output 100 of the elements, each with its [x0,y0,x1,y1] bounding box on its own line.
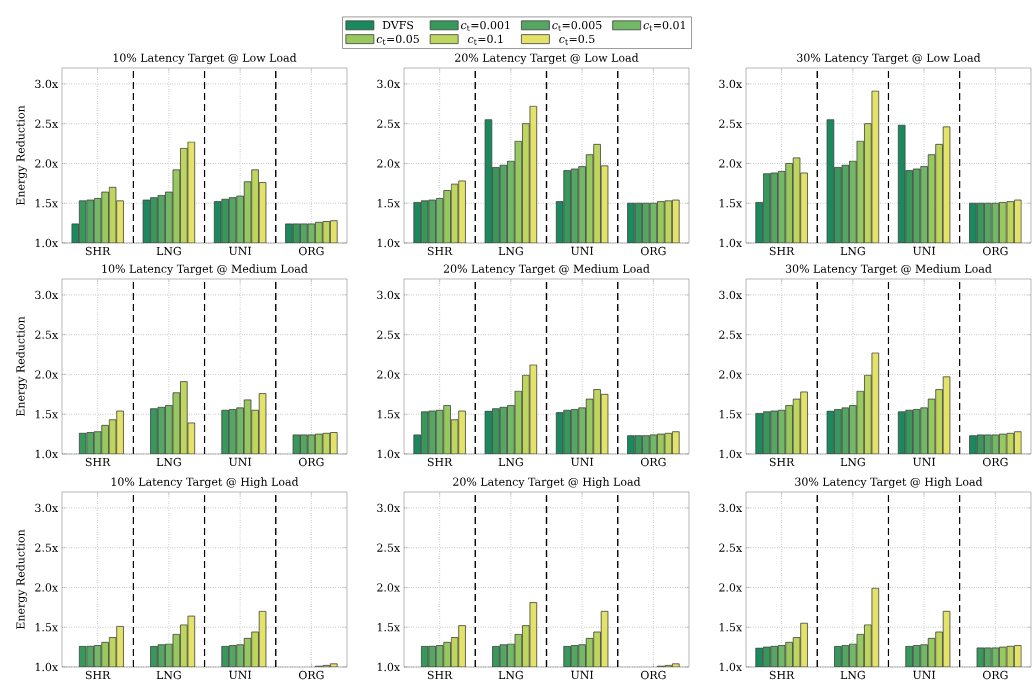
x-tick-label: LNG [498,670,523,680]
y-tick-label: 2.0x [719,370,742,379]
y-tick-label: 3.0x [377,290,400,300]
x-tick-label: ORG [640,457,666,467]
y-tick-label: 3.0x [35,503,58,513]
chart-title: 30% Latency Target @ High Load [795,477,983,489]
y-tick-label: 2.0x [377,159,400,168]
x-tick-label: SHR [769,246,795,256]
x-tick-label: UNI [913,457,936,467]
y-tick-label: 2.5x [377,330,400,339]
x-tick-label: LNG [840,457,865,467]
y-tick-label: 2.0x [377,370,400,379]
y-tick-label: 2.5x [719,330,742,339]
y-tick-label: 1.0x [35,662,58,672]
y-tick-label: 1.5x [35,199,58,208]
x-tick-label: ORG [298,670,324,680]
y-tick-label: 1.5x [377,199,400,208]
y-tick-label: 1.0x [377,238,400,248]
y-tick-label: 1.0x [719,449,742,459]
y-tick-label: 3.0x [35,290,58,300]
x-tick-label: LNG [156,246,181,256]
y-tick-label: 1.5x [719,410,742,419]
x-tick-label: LNG [156,457,181,467]
x-tick-label: SHR [85,246,111,256]
y-tick-label: 1.0x [377,449,400,459]
x-tick-label: SHR [769,670,795,680]
chart-title: 10% Latency Target @ Medium Load [102,264,308,276]
y-tick-label: 2.5x [377,119,400,128]
x-tick-label: UNI [229,457,252,467]
x-tick-label: LNG [498,246,523,256]
x-tick-label: SHR [427,457,453,467]
legend-label: c$_{t}$=0.01 [643,20,685,31]
x-tick-label: LNG [840,246,865,256]
x-tick-label: SHR [427,246,453,256]
y-tick-label: 3.0x [719,79,742,89]
y-tick-label: 3.0x [35,79,58,89]
y-axis-title: Energy Reduction [16,529,27,630]
y-axis-title: Energy Reduction [16,105,27,206]
x-tick-label: LNG [498,457,523,467]
y-tick-label: 1.5x [35,623,58,632]
x-tick-label: UNI [913,670,936,680]
y-tick-label: 1.5x [377,623,400,632]
x-tick-label: ORG [298,457,324,467]
x-tick-label: SHR [85,457,111,467]
y-tick-label: 3.0x [719,503,742,513]
x-tick-label: UNI [571,246,594,256]
y-tick-label: 3.0x [377,503,400,513]
x-tick-label: SHR [427,670,453,680]
y-tick-label: 2.5x [35,330,58,339]
y-tick-label: 1.5x [719,199,742,208]
y-tick-label: 2.5x [35,119,58,128]
y-tick-label: 1.0x [377,662,400,672]
y-tick-label: 1.5x [719,623,742,632]
x-tick-label: UNI [571,457,594,467]
y-tick-label: 2.0x [35,370,58,379]
legend-label: c$_{t}$=0.005 [552,20,602,31]
x-tick-label: UNI [229,246,252,256]
chart-title: 10% Latency Target @ Low Load [113,53,297,65]
y-axis-title: Energy Reduction [16,316,27,417]
y-tick-label: 2.0x [35,583,58,592]
chart-title: 30% Latency Target @ Low Load [797,53,981,65]
legend-label: c$_{t}$=0.05 [376,34,419,45]
chart-title: 20% Latency Target @ Medium Load [443,264,650,276]
y-tick-label: 1.5x [35,410,58,419]
y-tick-label: 2.5x [719,543,742,552]
chart-title: 20% Latency Target @ Low Load [455,53,639,65]
x-tick-label: LNG [840,670,865,680]
x-tick-label: LNG [156,670,181,680]
y-tick-label: 3.0x [377,79,400,89]
y-tick-label: 2.0x [35,159,58,168]
chart-title: 10% Latency Target @ High Load [111,477,299,489]
y-tick-label: 2.0x [377,583,400,592]
legend-label: DVFS [382,20,414,30]
x-tick-label: SHR [85,670,111,680]
x-tick-label: ORG [640,246,666,256]
x-tick-label: ORG [982,246,1008,256]
x-tick-label: ORG [982,457,1008,467]
y-tick-label: 1.0x [719,662,742,672]
x-tick-label: ORG [982,670,1008,680]
x-tick-label: SHR [769,457,795,467]
y-tick-label: 2.5x [35,543,58,552]
x-tick-label: ORG [640,670,666,680]
x-tick-label: UNI [229,670,252,680]
chart-title: 20% Latency Target @ High Load [453,477,641,489]
x-tick-label: UNI [913,246,936,256]
x-tick-label: ORG [298,246,324,256]
y-tick-label: 1.0x [35,449,58,459]
legend-label: c$_{t}$=0.5 [559,34,595,45]
y-tick-label: 2.5x [719,119,742,128]
chart-title: 30% Latency Target @ Medium Load [785,264,992,276]
y-tick-label: 1.0x [35,238,58,248]
y-tick-label: 2.0x [719,159,742,168]
y-tick-label: 3.0x [719,290,742,300]
y-tick-label: 1.0x [719,238,742,248]
y-tick-label: 2.5x [377,543,400,552]
y-tick-label: 2.0x [719,583,742,592]
legend-label: c$_{t}$=0.1 [468,34,503,45]
y-tick-label: 1.5x [377,410,400,419]
legend-label: c$_{t}$=0.001 [461,20,510,31]
x-tick-label: UNI [571,670,594,680]
